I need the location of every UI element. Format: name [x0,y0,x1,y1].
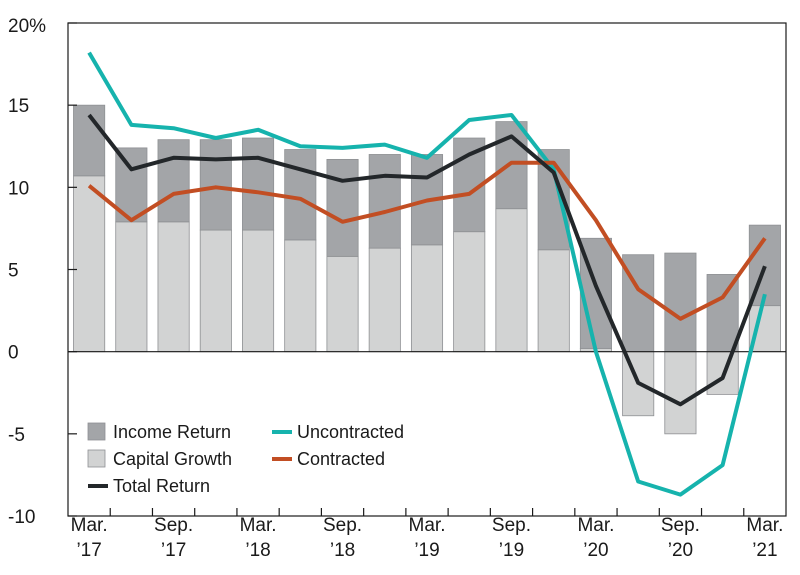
bar-income-return [284,149,317,241]
legend-label: Income Return [113,422,231,442]
bar-income-return [664,252,697,353]
bar-capital-growth [199,229,232,353]
legend-label: Contracted [297,449,385,469]
y-tick-label: 10 [8,178,29,199]
legend-label: Total Return [113,476,210,496]
legend: Income Return Uncontracted Capital Growth C… [87,422,404,496]
x-tick-label-year: ’19 [499,540,524,561]
series-line-contracted [87,160,767,321]
y-axis-ticks: 20% 15 10 5 0 -5 -10 [8,16,77,528]
bar-income-return [242,137,275,231]
bar-capital-growth [453,231,486,353]
x-tick-label-year: ’18 [245,540,270,561]
bar-capital-growth [157,221,190,353]
series-line-uncontracted [87,51,767,497]
lines-layer [87,51,767,497]
bar-capital-growth [537,249,570,353]
x-tick-label-month: Sep. [323,515,362,536]
x-tick-label-year: ’17 [76,540,101,561]
bar-income-return [326,158,359,257]
legend-item-contracted: Contracted [272,449,385,469]
bar-income-return [157,139,190,223]
bar-income-return [706,274,739,353]
legend-item-income-return: Income Return [87,422,231,442]
x-tick-label-year: ’20 [668,540,693,561]
x-tick-label-year: ’18 [330,540,355,561]
bar-capital-growth [326,255,359,353]
legend-label: Uncontracted [297,422,404,442]
bar-income-return [368,154,401,249]
x-tick-label-month: Mar. [409,515,446,536]
x-tick-label-month: Sep. [154,515,193,536]
legend-label: Capital Growth [113,449,232,469]
legend-swatch-box [87,449,106,468]
x-tick-label-year: ’19 [414,540,439,561]
x-tick-label-month: Sep. [492,515,531,536]
legend-item-uncontracted: Uncontracted [272,422,404,442]
x-tick-label-month: Mar. [71,515,108,536]
y-tick-label: -5 [8,425,25,446]
y-tick-label: -10 [8,507,35,528]
x-tick-label-month: Sep. [661,515,700,536]
series-line-total-return [87,113,767,407]
bar-income-return [199,139,232,231]
x-tick-label-year: ’21 [752,540,777,561]
x-tick-label-month: Mar. [240,515,277,536]
x-tick-label-year: ’20 [583,540,608,561]
bar-capital-growth [242,229,275,353]
bar-capital-growth [368,247,401,353]
x-tick-label-year: ’17 [161,540,186,561]
y-tick-label: 15 [8,96,29,117]
bars-layer [73,104,781,435]
legend-item-capital-growth: Capital Growth [87,449,232,469]
y-tick-label: 5 [8,261,19,282]
bar-capital-growth [284,239,317,353]
y-tick-label: 20% [8,16,46,37]
x-tick-label-month: Mar. [577,515,614,536]
y-tick-label: 0 [8,343,19,364]
bar-capital-growth [664,351,697,435]
x-axis-ticks: Mar. ’17 Sep. ’17 Mar. ’18 Sep. ’18 Mar. ’19 Sep. ’… [71,508,783,561]
x-tick-label-month: Mar. [746,515,783,536]
bar-capital-growth [115,221,148,353]
bar-capital-growth [73,175,106,353]
bar-capital-growth [495,208,528,353]
bar-capital-growth [410,244,444,353]
legend-item-total-return: Total Return [88,476,210,496]
legend-swatch-box [87,422,106,441]
